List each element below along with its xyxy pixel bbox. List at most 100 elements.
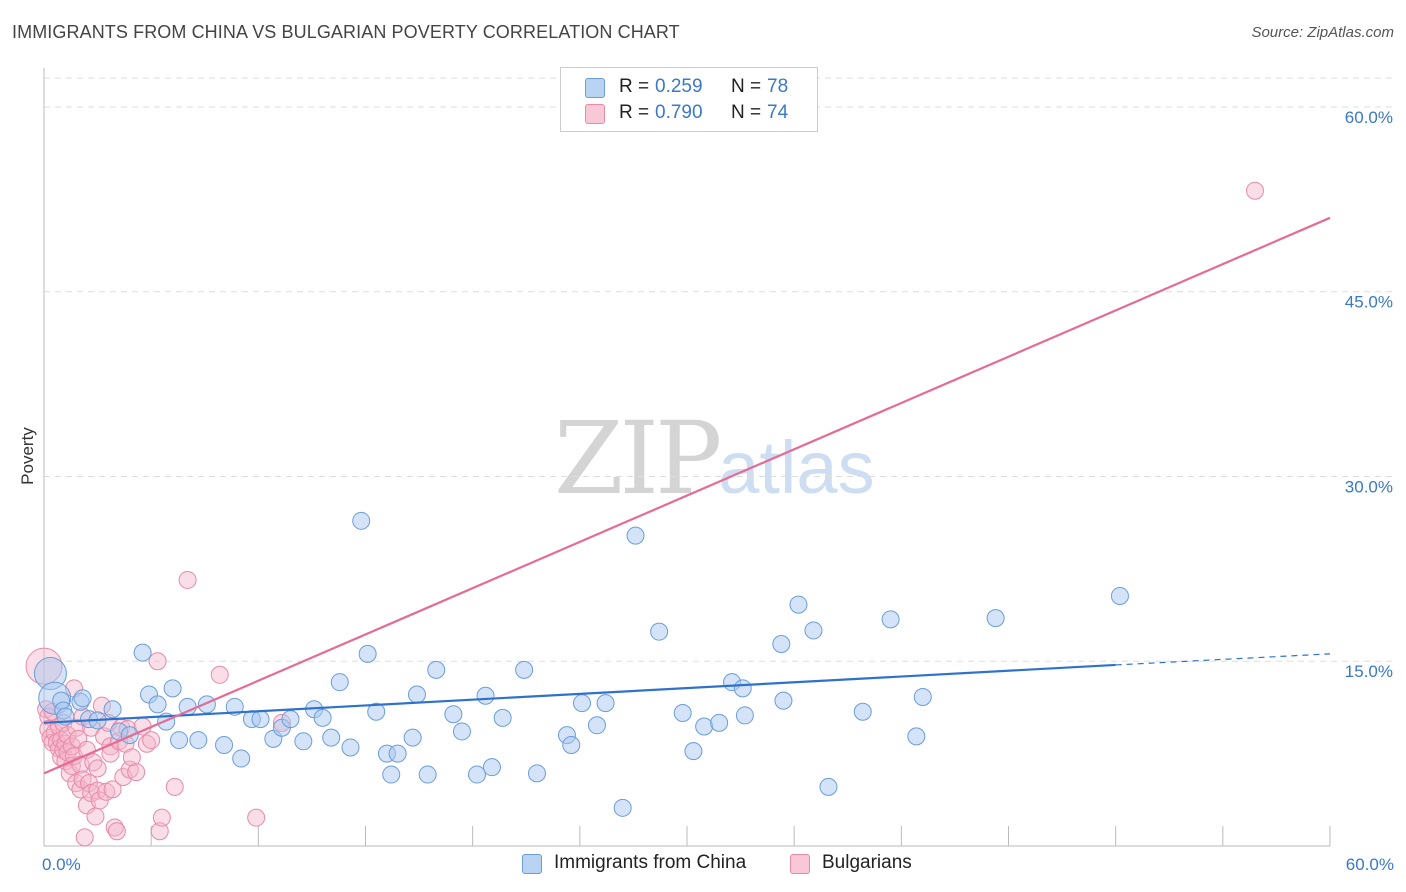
china-point xyxy=(482,758,501,777)
china-point xyxy=(650,622,669,641)
china-point xyxy=(163,679,182,698)
china-point xyxy=(189,731,208,750)
china-point xyxy=(562,735,581,754)
bulgarians-point xyxy=(178,570,197,589)
china-point xyxy=(695,717,714,736)
china-point xyxy=(774,691,793,710)
china-point xyxy=(515,660,534,679)
china-point xyxy=(133,643,152,662)
bottom-legend-label-bulgarians: Bulgarians xyxy=(822,852,912,873)
china-point xyxy=(407,685,426,704)
china-point xyxy=(527,764,546,783)
china-point xyxy=(789,595,808,614)
china-point xyxy=(388,744,407,763)
china-point xyxy=(382,765,401,784)
china-point xyxy=(294,732,313,751)
bulgarians-point xyxy=(67,718,86,737)
china-point xyxy=(587,716,606,735)
bulgarians-point xyxy=(150,822,169,841)
y-tick-label: 15.0% xyxy=(1345,662,1393,681)
china-point xyxy=(804,621,823,640)
china-point xyxy=(1110,586,1129,605)
china-point xyxy=(913,687,932,706)
bottom-legend-swatch-china xyxy=(522,854,542,874)
bulgarians-point xyxy=(103,780,122,799)
china-point xyxy=(403,728,422,747)
china-point xyxy=(881,610,900,629)
bulgarians-point xyxy=(122,748,141,767)
bulgarians-trend-line xyxy=(43,216,1331,775)
china-point xyxy=(819,777,838,796)
china-point xyxy=(341,738,360,757)
legend-n-label: N = xyxy=(731,76,762,97)
china-trend-extension xyxy=(1115,653,1331,666)
bulgarians-point xyxy=(75,828,94,847)
china-point xyxy=(367,702,386,721)
china-point xyxy=(251,710,270,729)
bulgarians-point xyxy=(86,807,105,826)
china-point xyxy=(735,706,754,725)
legend-r-value: 0.790 xyxy=(655,102,703,123)
china-point xyxy=(281,710,300,729)
legend-r-label: R = xyxy=(619,76,650,97)
china-point xyxy=(596,694,615,713)
y-tick-label: 60.0% xyxy=(1345,108,1393,127)
x-tick-label: 0.0% xyxy=(42,855,81,874)
china-point xyxy=(148,695,167,714)
china-point xyxy=(215,735,234,754)
china-point xyxy=(103,700,122,719)
china-point xyxy=(684,742,703,761)
china-point xyxy=(427,660,446,679)
legend-n-value: 78 xyxy=(767,76,789,97)
china-points xyxy=(33,511,1129,817)
china-point xyxy=(225,697,244,716)
china-point xyxy=(626,526,645,545)
china-point xyxy=(313,708,332,727)
china-point xyxy=(733,679,752,698)
china-point xyxy=(673,703,692,722)
china-point xyxy=(572,694,591,713)
china-point xyxy=(330,673,349,692)
legend-n-value: 74 xyxy=(767,102,789,123)
legend-swatch-bulgarians xyxy=(585,104,605,124)
china-point xyxy=(907,727,926,746)
legend-r-label: R = xyxy=(619,102,650,123)
watermark: ZIPatlas xyxy=(554,400,875,517)
watermark-atlas: atlas xyxy=(718,426,875,509)
axes xyxy=(43,68,1331,847)
source-credit: Source: ZipAtlas.com xyxy=(1251,24,1394,41)
china-trend-line xyxy=(43,663,1116,724)
bulgarians-point xyxy=(1245,181,1264,200)
china-point xyxy=(73,689,92,708)
china-point xyxy=(493,708,512,727)
china-point xyxy=(352,511,371,530)
legend-r-value: 0.259 xyxy=(655,76,703,97)
bulgarians-point xyxy=(148,652,167,671)
china-point xyxy=(452,722,471,741)
tick-labels: 15.0% 30.0% 45.0% 60.0% 0.0% 60.0% xyxy=(42,108,1394,874)
bulgarians-point xyxy=(127,763,146,782)
china-point xyxy=(467,765,486,784)
china-point xyxy=(322,728,341,747)
bulgarians-point xyxy=(210,665,229,684)
chart-title: IMMIGRANTS FROM CHINA VS BULGARIAN POVER… xyxy=(12,22,680,42)
y-tick-label: 45.0% xyxy=(1345,293,1393,312)
y-tick-label: 30.0% xyxy=(1345,477,1393,496)
china-point xyxy=(232,749,251,768)
x-tick-label: 60.0% xyxy=(1346,855,1394,874)
bulgarians-point xyxy=(152,808,171,827)
china-point xyxy=(444,705,463,724)
trend-lines xyxy=(43,216,1331,775)
grid-lines xyxy=(44,77,1394,662)
china-point xyxy=(710,713,729,732)
bottom-legend-label-china: Immigrants from China xyxy=(554,852,747,873)
bulgarians-point xyxy=(165,777,184,796)
bulgarians-point xyxy=(142,731,161,750)
legend-swatch-china xyxy=(585,78,605,98)
china-point xyxy=(853,702,872,721)
china-point xyxy=(986,609,1005,628)
bottom-legend-swatch-bulgarians xyxy=(790,854,810,874)
china-point xyxy=(358,644,377,663)
china-point xyxy=(476,686,495,705)
